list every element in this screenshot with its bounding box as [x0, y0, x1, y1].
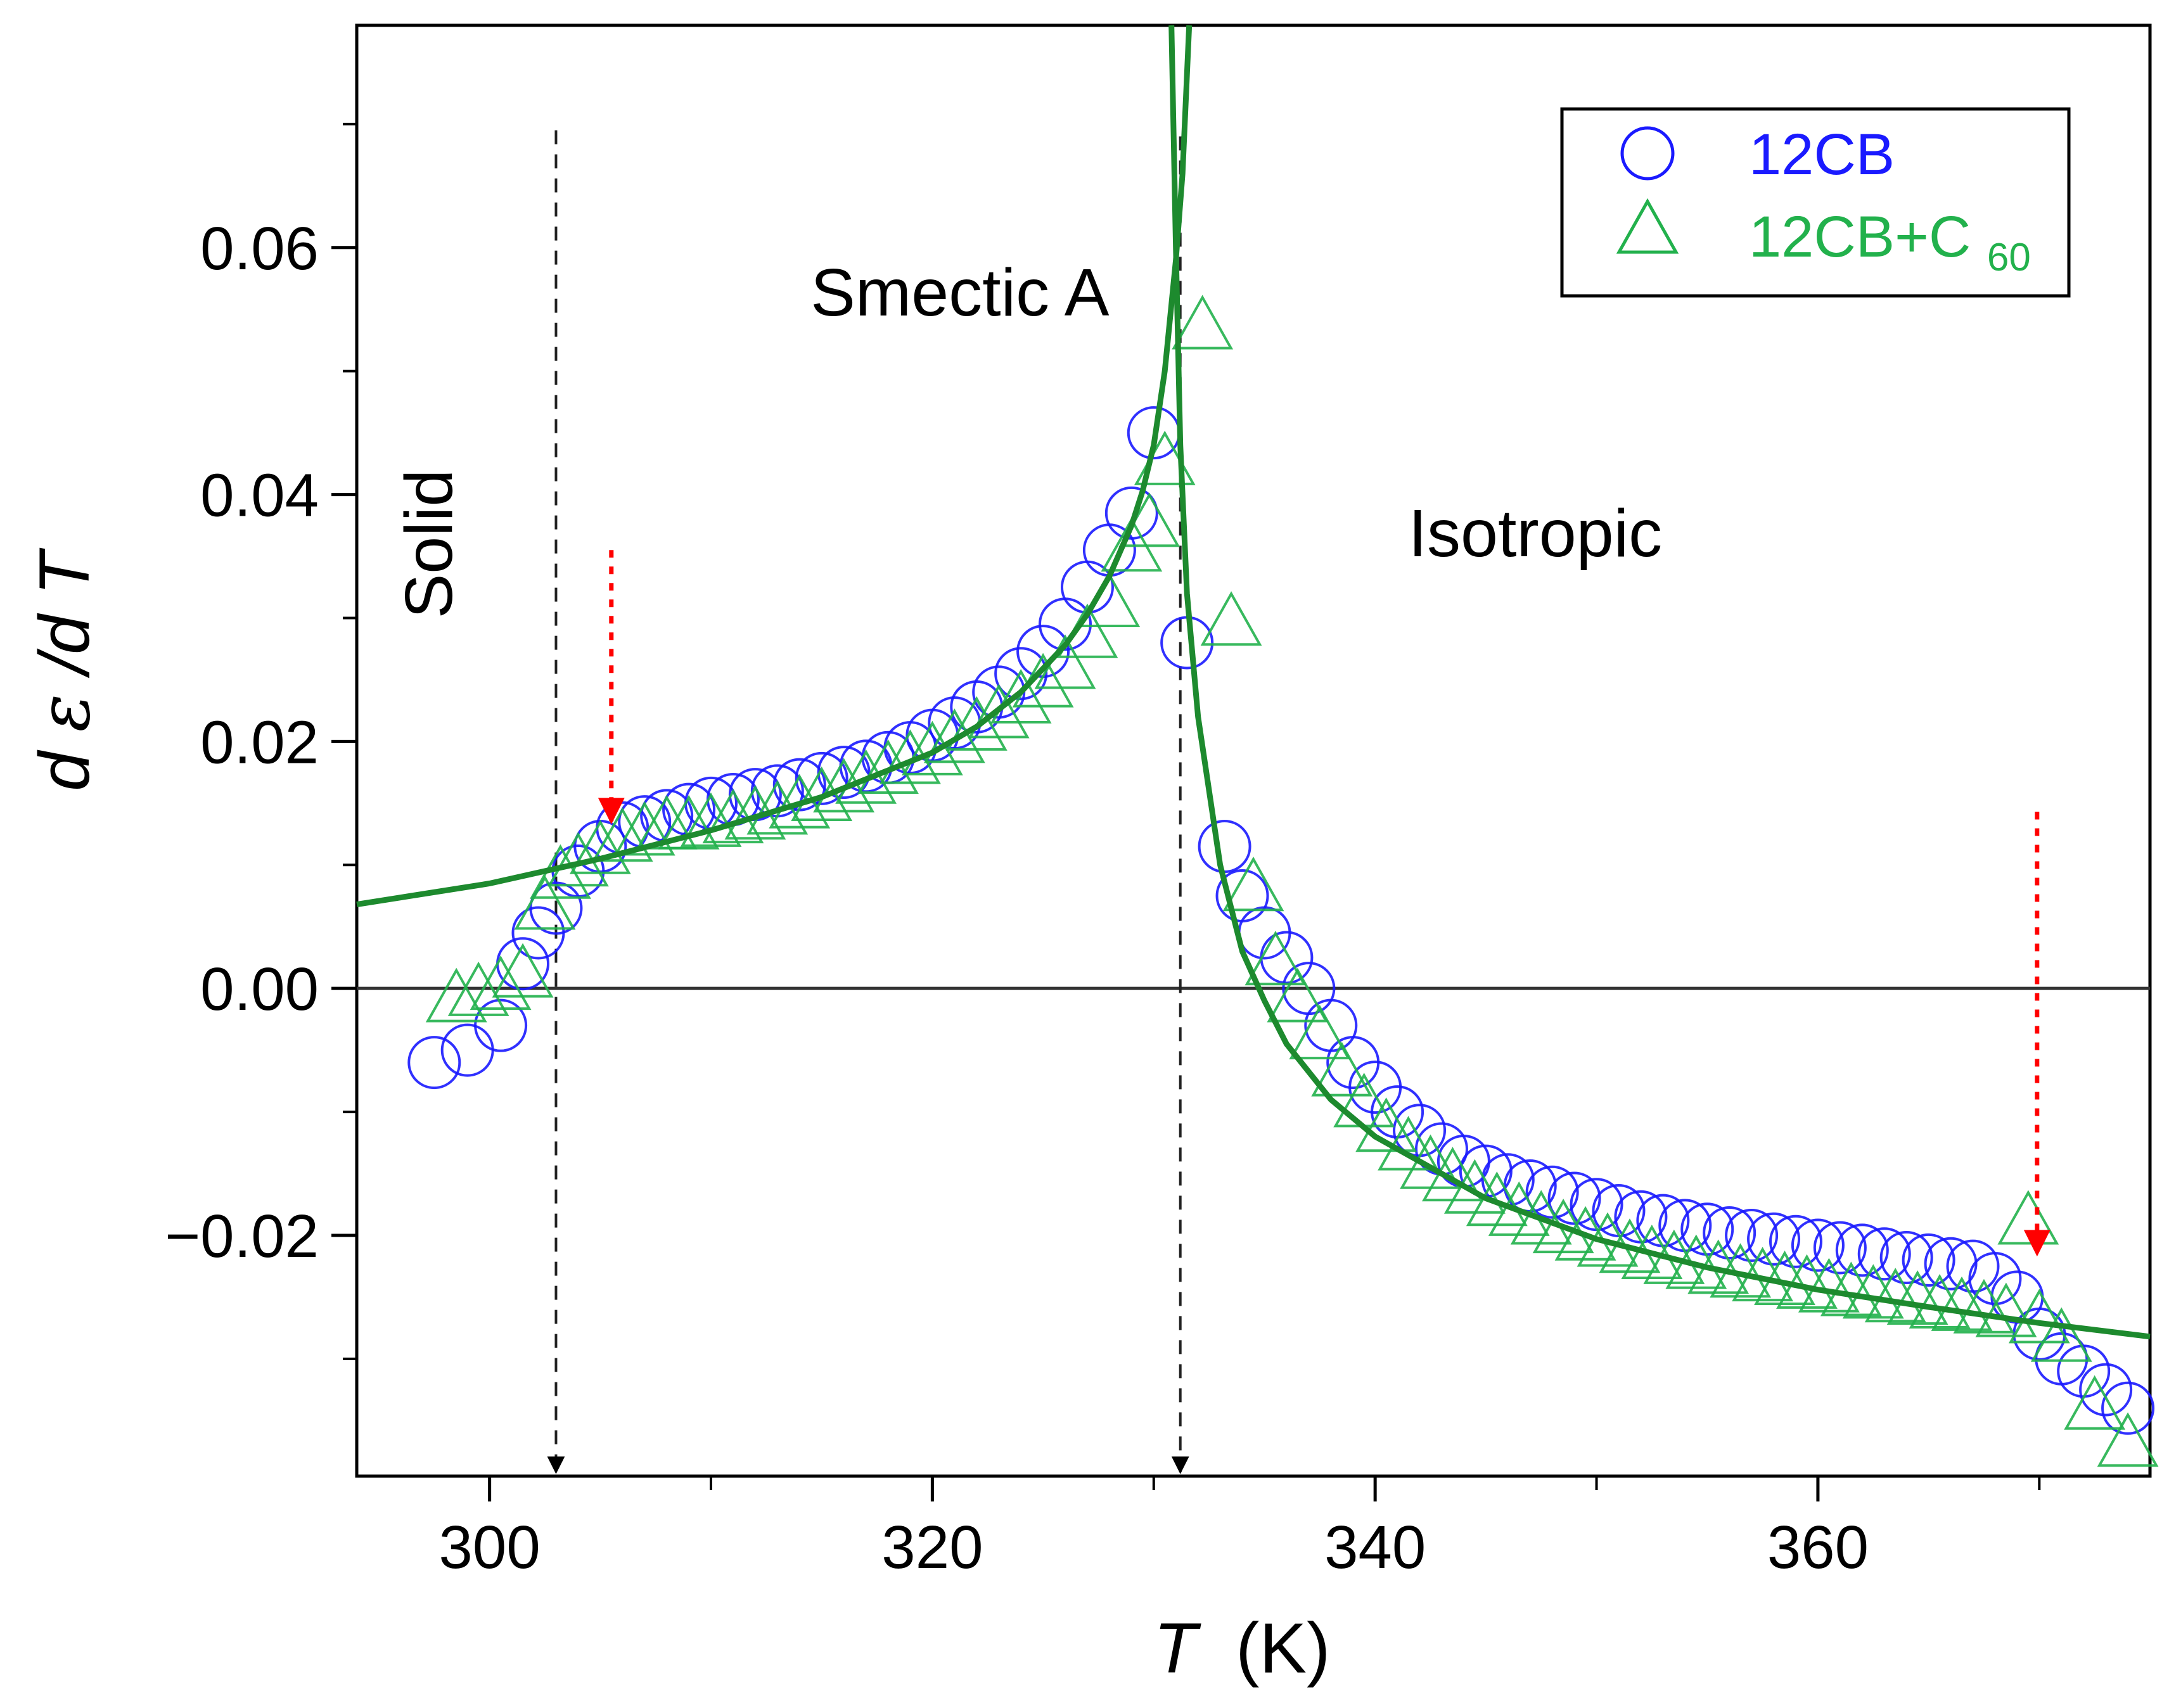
region-label-isotropic: Isotropic — [1409, 496, 1663, 571]
fit-curve-isotropic-fit — [1168, 25, 2151, 1340]
legend: 12CB 12CB+C 60 — [1560, 107, 2071, 298]
point-12cb-c60 — [1997, 1190, 2059, 1245]
point-12cb-c60 — [1886, 1270, 1948, 1325]
point-12cb-c60 — [1554, 1206, 1616, 1261]
point-12cb-c60 — [447, 961, 509, 1016]
point-12cb-c60 — [990, 668, 1052, 724]
point-12cb — [795, 751, 848, 805]
point-12cb — [1104, 486, 1158, 540]
point-12cb-c60 — [945, 696, 1008, 751]
point-12cb-c60 — [514, 875, 576, 930]
point-12cb — [994, 647, 1048, 701]
legend-label-12cb-c60-sub: 60 — [1987, 236, 2031, 279]
point-12cb — [1813, 1221, 1867, 1275]
point-12cb-c60 — [1953, 1278, 2015, 1334]
y-tick-label: 0.02 — [200, 708, 319, 776]
point-12cb-c60 — [923, 708, 985, 763]
region-label-smectic-a: Smectic A — [810, 255, 1110, 330]
point-12cb-c60 — [835, 749, 897, 804]
y-axis-slash-d: /d — [25, 613, 104, 679]
region-label-solid: Solid — [392, 469, 466, 619]
point-12cb — [474, 998, 528, 1052]
x-axis-title: T (K) — [1154, 1609, 1331, 1688]
y-tick-label: 0.00 — [200, 955, 319, 1023]
point-12cb-c60 — [1244, 931, 1307, 986]
point-12cb-c60 — [470, 955, 532, 1010]
point-12cb — [1725, 1208, 1779, 1262]
y-axis-title: d ε /d T — [23, 547, 106, 791]
point-12cb-c60 — [2008, 1289, 2070, 1344]
legend-label-12cb-c60-main: 12CB+C — [1749, 205, 1971, 269]
legend-label-12cb-c60: 12CB+C 60 — [1749, 205, 2031, 279]
y-axis-d: d — [25, 749, 104, 791]
point-12cb-c60 — [1200, 591, 1262, 646]
point-12cb-c60 — [1267, 967, 1329, 1023]
point-12cb-c60 — [1488, 1181, 1550, 1236]
legend-marker-12cb — [1620, 126, 1675, 181]
point-12cb-c60 — [1532, 1199, 1594, 1254]
point-12cb-c60 — [425, 967, 487, 1023]
x-tick-label: 340 — [1324, 1514, 1426, 1581]
point-12cb-c60 — [968, 684, 1030, 739]
x-axis-variable: T — [1154, 1609, 1202, 1688]
point-12cb — [1835, 1223, 1889, 1277]
point-12cb — [407, 1036, 461, 1090]
point-12cb-c60 — [492, 943, 554, 998]
point-12cb-c60 — [1842, 1264, 1904, 1319]
y-tick-label: −0.02 — [165, 1202, 319, 1270]
point-12cb — [1879, 1231, 1933, 1285]
point-12cb-c60 — [1289, 1005, 1351, 1060]
y-axis-epsilon: ε — [23, 694, 106, 732]
point-12cb-c60 — [1931, 1276, 1993, 1331]
point-12cb-c60 — [1510, 1190, 1572, 1245]
x-tick-label: 360 — [1767, 1514, 1869, 1581]
point-12cb — [1198, 820, 1251, 874]
point-12cb-c60 — [658, 794, 720, 850]
point-12cb-c60 — [1820, 1261, 1882, 1316]
point-12cb-c60 — [1311, 1042, 1373, 1097]
point-12cb-c60 — [1975, 1282, 2037, 1337]
point-12cb — [1547, 1171, 1601, 1225]
point-12cb — [1902, 1233, 1955, 1287]
y-axis-T: T — [25, 547, 104, 596]
point-12cb-c60 — [2064, 1375, 2126, 1430]
point-12cb-c60 — [1172, 295, 1234, 350]
point-12cb-c60 — [569, 819, 631, 874]
point-12cb-c60 — [1222, 857, 1284, 912]
point-12cb — [440, 1023, 494, 1077]
point-12cb-c60 — [680, 792, 742, 847]
legend-label-12cb: 12CB — [1749, 122, 1895, 187]
x-tick-label: 320 — [881, 1514, 983, 1581]
legend-marker-12cb-c60 — [1616, 198, 1679, 254]
point-12cb-c60 — [791, 766, 853, 821]
point-12cb — [1924, 1237, 1978, 1291]
point-12cb-c60 — [2097, 1412, 2159, 1467]
point-12cb — [1857, 1227, 1911, 1281]
point-12cb-c60 — [1864, 1268, 1926, 1323]
point-12cb-c60 — [613, 801, 675, 856]
point-12cb — [1525, 1165, 1579, 1219]
point-12cb — [1703, 1206, 1756, 1260]
point-12cb — [1791, 1218, 1845, 1272]
point-12cb-c60 — [2030, 1307, 2092, 1362]
y-tick-label: 0.06 — [200, 215, 319, 283]
x-tick-label: 300 — [439, 1514, 541, 1581]
point-12cb-c60 — [591, 807, 653, 862]
x-axis-unit: (K) — [1236, 1609, 1330, 1688]
point-12cb-c60 — [901, 720, 963, 775]
point-12cb-c60 — [1798, 1258, 1860, 1313]
point-12cb — [1769, 1214, 1822, 1268]
point-12cb-c60 — [813, 758, 875, 813]
point-12cb — [1747, 1212, 1801, 1266]
point-12cb-c60 — [1909, 1273, 1971, 1329]
y-tick-label: 0.04 — [200, 462, 319, 530]
plot-frame — [355, 23, 2152, 1478]
fit-curve-smectic-fit — [356, 25, 1193, 908]
point-12cb-c60 — [1355, 1097, 1417, 1152]
point-12cb — [2079, 1363, 2133, 1417]
point-12cb — [2101, 1381, 2155, 1435]
